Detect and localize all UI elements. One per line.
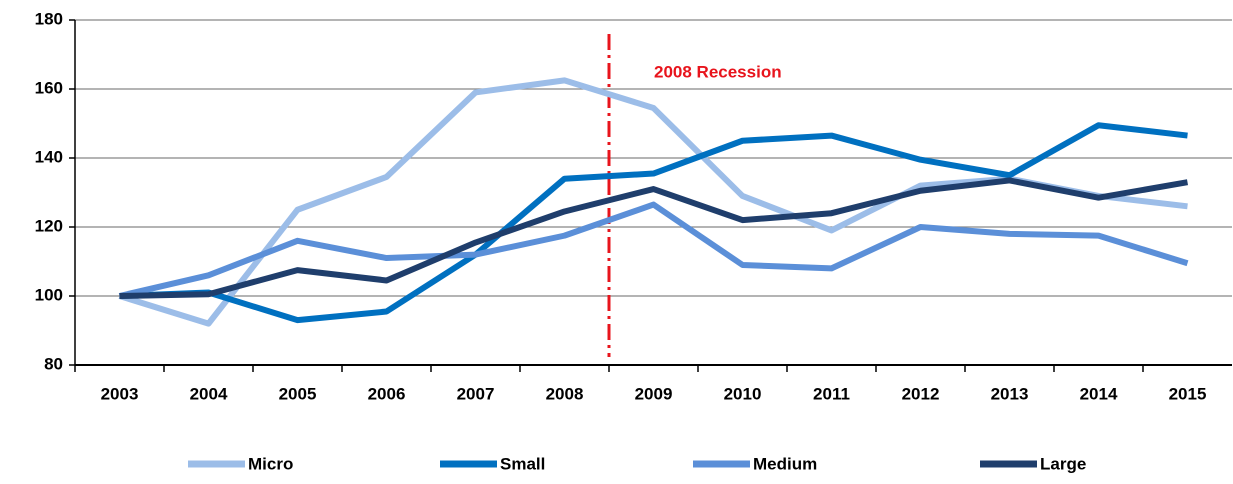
- series-line: [119, 122, 1188, 324]
- y-tick-label: 80: [44, 354, 63, 373]
- legend-label: Micro: [248, 454, 293, 473]
- x-tick-label: 2006: [368, 384, 406, 403]
- y-tick-label: 160: [35, 78, 63, 97]
- series-line: [119, 177, 1189, 299]
- x-tick-label: 2005: [279, 384, 317, 403]
- x-tick-label: 2011: [813, 384, 850, 403]
- x-tick-label: 2012: [902, 384, 940, 403]
- x-tick-label: 2004: [190, 384, 228, 403]
- y-tick-label: 140: [35, 147, 63, 166]
- x-tick-label: 2003: [101, 384, 139, 403]
- series-line: [118, 201, 1189, 299]
- legend-label: Small: [500, 454, 545, 473]
- x-tick-label: 2007: [457, 384, 495, 403]
- legend-label: Medium: [753, 454, 817, 473]
- x-tick-label: 2013: [991, 384, 1029, 403]
- x-tick-label: 2010: [724, 384, 762, 403]
- x-tick-label: 2009: [635, 384, 673, 403]
- y-tick-label: 120: [35, 216, 63, 235]
- annotation: 2008 Recession: [654, 62, 782, 81]
- y-tick-label: 100: [35, 285, 63, 304]
- x-tick-label: 2015: [1169, 384, 1207, 403]
- legend-label: Large: [1040, 454, 1086, 473]
- x-tick-label: 2014: [1080, 384, 1118, 403]
- y-tick-label: 180: [35, 9, 63, 28]
- x-tick-label: 2008: [546, 384, 584, 403]
